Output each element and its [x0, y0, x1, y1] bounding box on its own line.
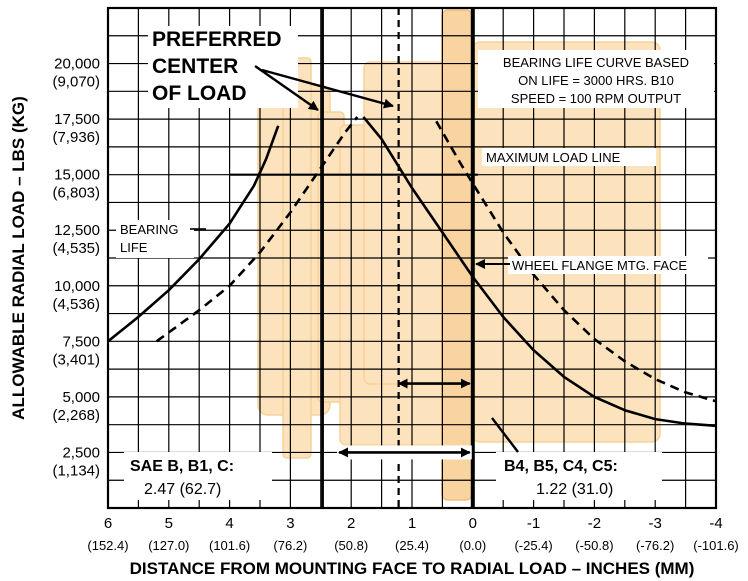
y-tick-kg-label: (1,134) [52, 462, 100, 479]
x-tick-mm-label: (127.0) [148, 538, 189, 553]
preferred-pointer-solid [254, 65, 319, 111]
y-tick-kg-label: (4,535) [52, 240, 100, 257]
max-load-label-bg [482, 148, 656, 166]
wheel-flange-label: WHEEL FLANGE MTG. FACE [512, 258, 687, 273]
series-line-2 [155, 116, 359, 343]
y-axis-title: ALLOWABLE RADIAL LOAD – LBS (KG) [9, 96, 28, 420]
b4-leader [491, 417, 519, 453]
series-line-3 [362, 116, 717, 428]
x-tick-mm-label: (101.6) [209, 538, 250, 553]
y-tick-kg-label: (2,268) [52, 407, 100, 424]
y-tick-label: 5,000 [62, 389, 100, 406]
bearing-life-label-line: LIFE [120, 240, 148, 255]
bearing-life-label-bg [116, 220, 194, 258]
b4-label-bg [496, 452, 662, 500]
bearing-note-bg [478, 50, 714, 108]
x-tick-label: 4 [225, 515, 233, 532]
x-tick-label: 5 [165, 515, 173, 532]
x-tick-label: -4 [709, 515, 722, 532]
x-tick-label: 0 [469, 515, 477, 532]
preferred-label-bg [148, 26, 298, 108]
x-axis-title: DISTANCE FROM MOUNTING FACE TO RADIAL LO… [130, 559, 695, 578]
x-tick-label: -3 [649, 515, 662, 532]
y-tick-label: 2,500 [62, 444, 100, 461]
preferred-label-line: PREFERRED [152, 28, 282, 51]
x-tick-label: 3 [286, 515, 294, 532]
y-tick-kg-label: (4,536) [52, 296, 100, 313]
plot-marks [107, 8, 717, 508]
bearing-note-line: BEARING LIFE CURVE BASED [503, 55, 689, 70]
x-tick-mm-label: (-25.4) [514, 538, 552, 553]
chart-labels: 6 (152.4) 5 (127.0) 4 (101.6) 3 (76.2) 2 (50.8) 1 (… [9, 26, 739, 578]
x-tick-mm-label: (25.4) [395, 538, 429, 553]
x-tick-label: 6 [104, 515, 112, 532]
preferred-pointer-dashed [261, 68, 394, 109]
y-tick-label: 7,500 [62, 333, 100, 350]
y-tick-kg-label: (7,936) [52, 129, 100, 146]
bearing-life-label-line: BEARING [120, 222, 179, 237]
y-tick-label: 12,500 [54, 222, 100, 239]
wheel-flange-label-bg [508, 256, 708, 274]
y-tick-kg-label: (9,070) [52, 74, 100, 91]
y-tick-label: 10,000 [54, 278, 100, 295]
x-tick-mm-label: (76.2) [273, 538, 307, 553]
series-line-4 [435, 120, 717, 403]
y-tick-label: 15,000 [54, 167, 100, 184]
bearing-note-line: SPEED = 100 RPM OUTPUT [511, 91, 681, 106]
x-tick-mm-label: (-76.2) [636, 538, 674, 553]
x-tick-mm-label: (152.4) [87, 538, 128, 553]
x-tick-mm-label: (50.8) [334, 538, 368, 553]
bearing-note-line: ON LIFE = 3000 HRS. B10 [518, 73, 674, 88]
max-load-label: MAXIMUM LOAD LINE [486, 150, 621, 165]
x-tick-mm-label: (-50.8) [575, 538, 613, 553]
x-tick-mm-label: (-101.6) [693, 538, 739, 553]
sae-title: SAE B, B1, C: [130, 458, 234, 475]
sae-label-bg [124, 452, 272, 500]
plot-frame [106, 6, 718, 510]
preferred-label-line: OF LOAD [152, 82, 247, 105]
b4-value: 1.22 (31.0) [536, 481, 613, 498]
x-tick-label: 1 [408, 515, 416, 532]
y-tick-kg-label: (6,803) [52, 185, 100, 202]
series-line-1 [107, 125, 280, 343]
x-tick-mm-label: (0.0) [459, 538, 486, 553]
preferred-label-line: CENTER [152, 55, 238, 78]
b4-title: B4, B5, C4, C5: [504, 458, 618, 475]
y-tick-kg-label: (3,401) [52, 351, 100, 368]
x-tick-label: -1 [527, 515, 540, 532]
x-tick-label: -2 [588, 515, 601, 532]
x-tick-label: 2 [347, 515, 355, 532]
sae-value: 2.47 (62.7) [144, 481, 221, 498]
y-tick-label: 20,000 [54, 56, 100, 73]
y-tick-label: 17,500 [54, 111, 100, 128]
